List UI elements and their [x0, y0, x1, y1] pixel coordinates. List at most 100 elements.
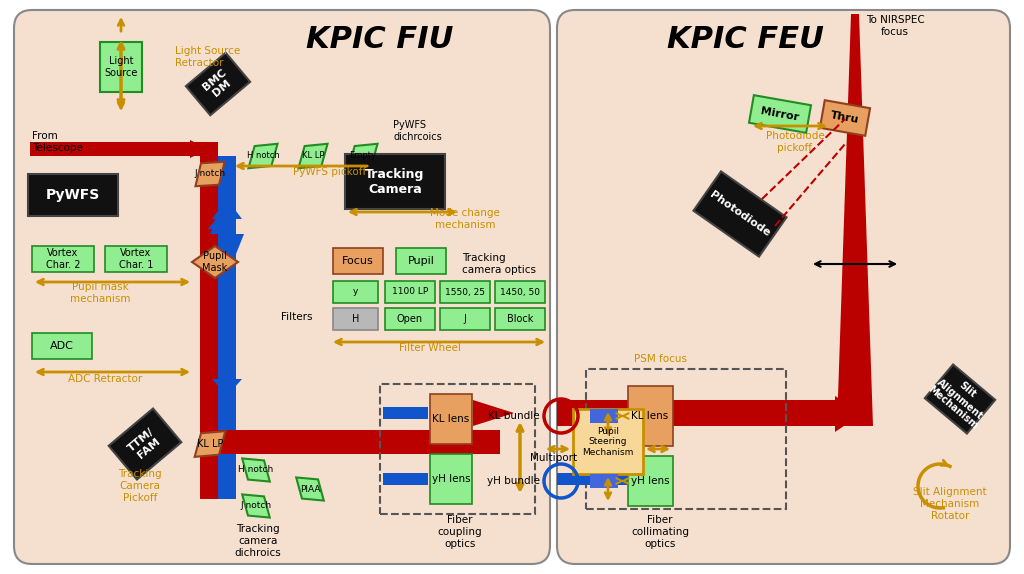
FancyBboxPatch shape [385, 281, 435, 303]
Text: Filters: Filters [281, 312, 312, 322]
Text: PIAA: PIAA [300, 484, 321, 494]
Polygon shape [249, 144, 278, 168]
Text: Fiber
collimating
optics: Fiber collimating optics [631, 515, 689, 549]
Polygon shape [208, 214, 232, 229]
Polygon shape [243, 459, 269, 482]
Text: Light
Source: Light Source [104, 56, 137, 78]
FancyBboxPatch shape [105, 246, 167, 272]
Text: From
Telescope: From Telescope [32, 131, 83, 153]
Polygon shape [473, 400, 514, 426]
Polygon shape [348, 144, 378, 168]
Text: KPIC FIU: KPIC FIU [306, 25, 454, 53]
Text: Pupil: Pupil [408, 256, 434, 266]
Polygon shape [212, 199, 242, 219]
Polygon shape [557, 400, 860, 426]
Polygon shape [298, 144, 328, 168]
Polygon shape [193, 246, 238, 278]
Polygon shape [218, 156, 236, 499]
Polygon shape [196, 162, 224, 186]
Polygon shape [820, 100, 870, 136]
Text: 1550, 25: 1550, 25 [445, 288, 485, 297]
Text: ADC Retractor: ADC Retractor [68, 374, 142, 384]
Text: Vortex
Char. 2: Vortex Char. 2 [46, 248, 80, 270]
FancyBboxPatch shape [590, 474, 618, 488]
FancyBboxPatch shape [495, 281, 545, 303]
Text: PSM focus: PSM focus [634, 354, 686, 364]
Text: H notch: H notch [239, 466, 273, 475]
Polygon shape [693, 172, 786, 257]
Text: PyWFS: PyWFS [46, 188, 100, 202]
Text: Tracking
camera
dichroics: Tracking camera dichroics [234, 525, 282, 557]
FancyBboxPatch shape [32, 246, 94, 272]
Text: Slit
Alignment
Mechanism: Slit Alignment Mechanism [926, 366, 994, 432]
Polygon shape [749, 95, 811, 133]
Polygon shape [190, 140, 208, 158]
Polygon shape [925, 364, 995, 433]
Text: Tracking
camera optics: Tracking camera optics [462, 253, 536, 275]
FancyBboxPatch shape [333, 308, 378, 330]
Text: yH bundle: yH bundle [487, 476, 540, 486]
Text: Fiber
coupling
optics: Fiber coupling optics [437, 515, 482, 549]
Polygon shape [200, 142, 218, 499]
FancyBboxPatch shape [28, 174, 118, 216]
FancyBboxPatch shape [100, 42, 142, 92]
Text: yH lens: yH lens [432, 474, 470, 484]
Text: 1450, 50: 1450, 50 [500, 288, 540, 297]
Text: Multiport: Multiport [530, 453, 578, 463]
FancyBboxPatch shape [14, 10, 550, 564]
Text: Tracking
Camera
Pickoff: Tracking Camera Pickoff [118, 470, 162, 503]
Text: KL lens: KL lens [432, 414, 470, 424]
FancyBboxPatch shape [557, 10, 1010, 564]
Polygon shape [212, 379, 242, 396]
Text: BMC
DM: BMC DM [201, 67, 236, 101]
FancyBboxPatch shape [32, 333, 92, 359]
Text: PyWFS
dichrcoics: PyWFS dichrcoics [393, 120, 441, 142]
Text: Pupil mask
mechanism: Pupil mask mechanism [70, 282, 130, 304]
Text: J: J [464, 314, 467, 324]
Polygon shape [30, 142, 218, 156]
FancyBboxPatch shape [495, 308, 545, 330]
Polygon shape [200, 430, 500, 454]
Text: 1100 LP: 1100 LP [392, 288, 428, 297]
Polygon shape [383, 407, 428, 419]
Text: KL LP: KL LP [197, 439, 223, 449]
FancyBboxPatch shape [333, 281, 378, 303]
Text: J notch: J notch [241, 502, 271, 510]
FancyBboxPatch shape [430, 454, 472, 504]
Text: Vortex
Char. 1: Vortex Char. 1 [119, 248, 154, 270]
Text: KL lens: KL lens [632, 411, 669, 421]
Polygon shape [296, 478, 324, 501]
Text: Filter Wheel: Filter Wheel [399, 343, 461, 353]
Polygon shape [835, 396, 863, 432]
FancyBboxPatch shape [440, 308, 490, 330]
Text: yH lens: yH lens [631, 476, 670, 486]
Polygon shape [837, 14, 873, 426]
FancyBboxPatch shape [590, 409, 618, 423]
Text: Block: Block [507, 314, 534, 324]
FancyBboxPatch shape [345, 154, 445, 209]
Text: KL LP: KL LP [302, 152, 325, 161]
Polygon shape [109, 409, 181, 479]
Polygon shape [195, 431, 225, 457]
FancyBboxPatch shape [385, 308, 435, 330]
Text: Pupil
Steering
Mechanism: Pupil Steering Mechanism [583, 427, 634, 457]
Text: Thru: Thru [829, 111, 860, 126]
FancyBboxPatch shape [628, 456, 673, 506]
Polygon shape [557, 473, 628, 485]
Text: Pupil
Mask: Pupil Mask [203, 251, 227, 273]
FancyBboxPatch shape [396, 248, 446, 274]
FancyBboxPatch shape [430, 394, 472, 444]
Text: Open: Open [397, 314, 423, 324]
Polygon shape [243, 494, 269, 518]
Text: KPIC FEU: KPIC FEU [667, 25, 823, 53]
Polygon shape [210, 214, 244, 254]
Text: Slit Alignment
Mechanism
Rotator: Slit Alignment Mechanism Rotator [913, 487, 987, 521]
FancyBboxPatch shape [440, 281, 490, 303]
Text: To NIRSPEC
focus: To NIRSPEC focus [865, 15, 925, 37]
Polygon shape [186, 53, 250, 115]
Text: Photodiode
pickoff: Photodiode pickoff [766, 131, 824, 153]
Text: PyWFS pickoff: PyWFS pickoff [293, 167, 367, 177]
Polygon shape [455, 426, 500, 460]
Text: H: H [352, 314, 359, 324]
Text: ADC: ADC [50, 341, 74, 351]
